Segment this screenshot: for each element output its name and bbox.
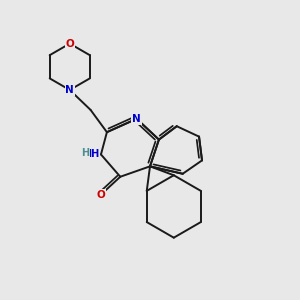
Text: H: H [81,148,90,158]
Text: O: O [65,39,74,49]
Text: N: N [132,114,141,124]
Text: O: O [97,190,105,200]
Text: NH: NH [83,149,100,160]
Text: N: N [65,85,74,95]
